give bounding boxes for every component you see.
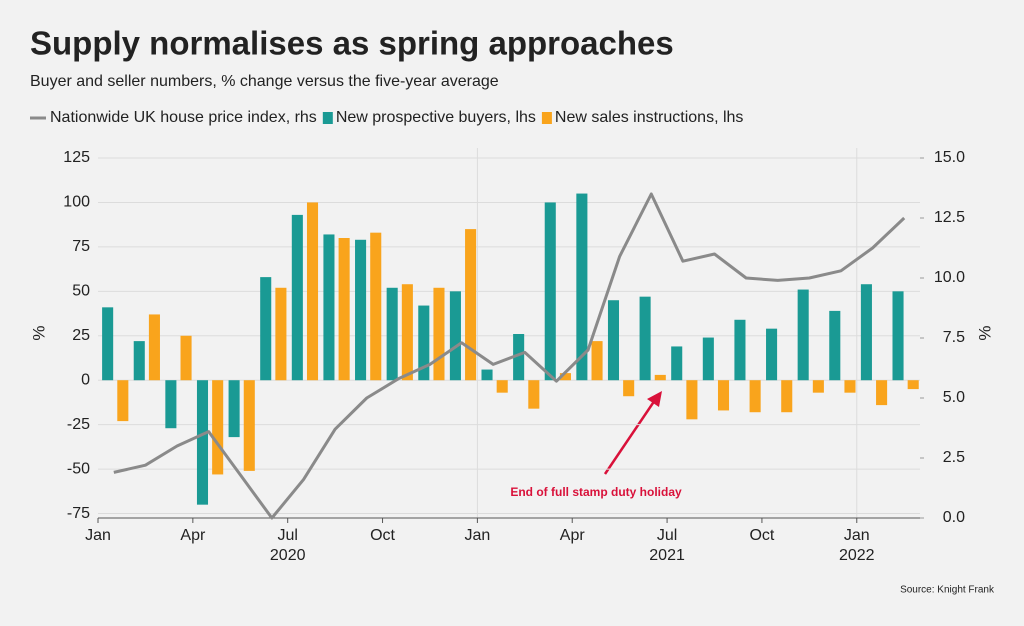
- y-tick-label: -50: [67, 460, 90, 477]
- bar: [686, 380, 698, 420]
- y-tick-label: -75: [67, 505, 90, 522]
- bar: [876, 380, 888, 406]
- bar: [481, 369, 493, 381]
- bar: [671, 346, 683, 381]
- y2-tick-label: 12.5: [934, 209, 965, 226]
- bar: [559, 373, 571, 381]
- bar: [465, 229, 477, 381]
- y2-tick-label: 10.0: [934, 269, 965, 286]
- bar: [591, 341, 603, 381]
- legend-swatch: [322, 112, 333, 124]
- y-axis-label: %: [29, 325, 48, 340]
- bar: [844, 380, 856, 393]
- legend-label: New prospective buyers, lhs: [336, 109, 536, 126]
- x-tick-label: Jan: [464, 527, 490, 544]
- x-tick-label: Jan: [844, 527, 870, 544]
- bar: [576, 193, 588, 381]
- x-tick-label: Apr: [180, 527, 206, 544]
- y-tick-label: 100: [63, 194, 90, 211]
- bar: [860, 284, 872, 381]
- bar: [243, 380, 255, 471]
- bar: [654, 374, 666, 381]
- bar: [338, 238, 350, 381]
- bar: [370, 232, 382, 381]
- y-tick-label: 75: [72, 238, 90, 255]
- bar: [797, 289, 809, 381]
- bar: [513, 334, 525, 381]
- y2-tick-label: 15.0: [934, 149, 965, 166]
- bar: [323, 234, 335, 381]
- y-tick-label: 125: [63, 149, 90, 166]
- x-tick-label: Jul: [657, 527, 677, 544]
- bar: [228, 380, 240, 438]
- bar: [749, 380, 761, 413]
- bar: [607, 300, 620, 381]
- bar: [702, 337, 714, 381]
- bar: [133, 341, 145, 381]
- bar: [544, 202, 556, 381]
- chart-subtitle: Buyer and seller numbers, % change versu…: [30, 73, 499, 90]
- x-year-label: 2022: [839, 547, 875, 564]
- bar: [355, 239, 367, 381]
- legend-swatch: [541, 112, 552, 124]
- bar: [907, 380, 919, 390]
- bar: [766, 328, 778, 381]
- y-tick-label: -25: [67, 416, 90, 433]
- y-tick-label: 25: [72, 327, 90, 344]
- bar: [623, 380, 635, 397]
- x-year-label: 2021: [649, 547, 685, 564]
- x-tick-label: Jul: [277, 527, 297, 544]
- y-tick-label: 0: [81, 371, 90, 388]
- annotation-arrowhead: [647, 391, 662, 407]
- bar: [781, 380, 793, 413]
- legend-label: Nationwide UK house price index, rhs: [50, 109, 317, 126]
- bar: [180, 335, 192, 381]
- bar: [212, 380, 224, 475]
- bar: [433, 287, 445, 381]
- bar: [102, 307, 114, 381]
- bar: [291, 214, 303, 381]
- bar: [165, 380, 177, 429]
- bar: [892, 291, 904, 381]
- bar: [812, 380, 824, 393]
- line: [113, 192, 906, 520]
- y2-tick-label: 7.5: [943, 329, 965, 346]
- bar: [639, 296, 651, 381]
- x-tick-label: Oct: [749, 527, 774, 544]
- bar: [734, 319, 746, 381]
- bar: [386, 287, 398, 381]
- x-tick-label: Oct: [370, 527, 395, 544]
- bar: [401, 284, 413, 381]
- y2-axis-label: %: [975, 325, 994, 340]
- y2-tick-label: 0.0: [943, 509, 965, 526]
- x-tick-label: Apr: [560, 527, 586, 544]
- bar: [829, 310, 841, 381]
- bar: [275, 287, 287, 381]
- source: Source: Knight Frank: [900, 585, 995, 596]
- chart-title: Supply normalises as spring approaches: [30, 25, 674, 62]
- bar: [449, 291, 461, 381]
- x-year-label: 2020: [270, 547, 306, 564]
- bar: [260, 277, 272, 381]
- bar: [717, 380, 730, 411]
- bar: [117, 380, 129, 422]
- y-tick-label: 50: [72, 283, 90, 300]
- bar: [148, 314, 160, 381]
- bar: [496, 380, 508, 393]
- bar: [528, 380, 540, 409]
- y2-tick-label: 2.5: [943, 449, 965, 466]
- bar: [196, 380, 209, 505]
- annotation: End of full stamp duty holiday: [510, 485, 682, 499]
- y2-tick-label: 5.0: [943, 389, 965, 406]
- annotation-arrow: [603, 399, 657, 475]
- x-tick-label: Jan: [85, 527, 111, 544]
- bar: [418, 305, 430, 381]
- bar: [306, 202, 319, 381]
- legend-label: New sales instructions, lhs: [555, 109, 744, 126]
